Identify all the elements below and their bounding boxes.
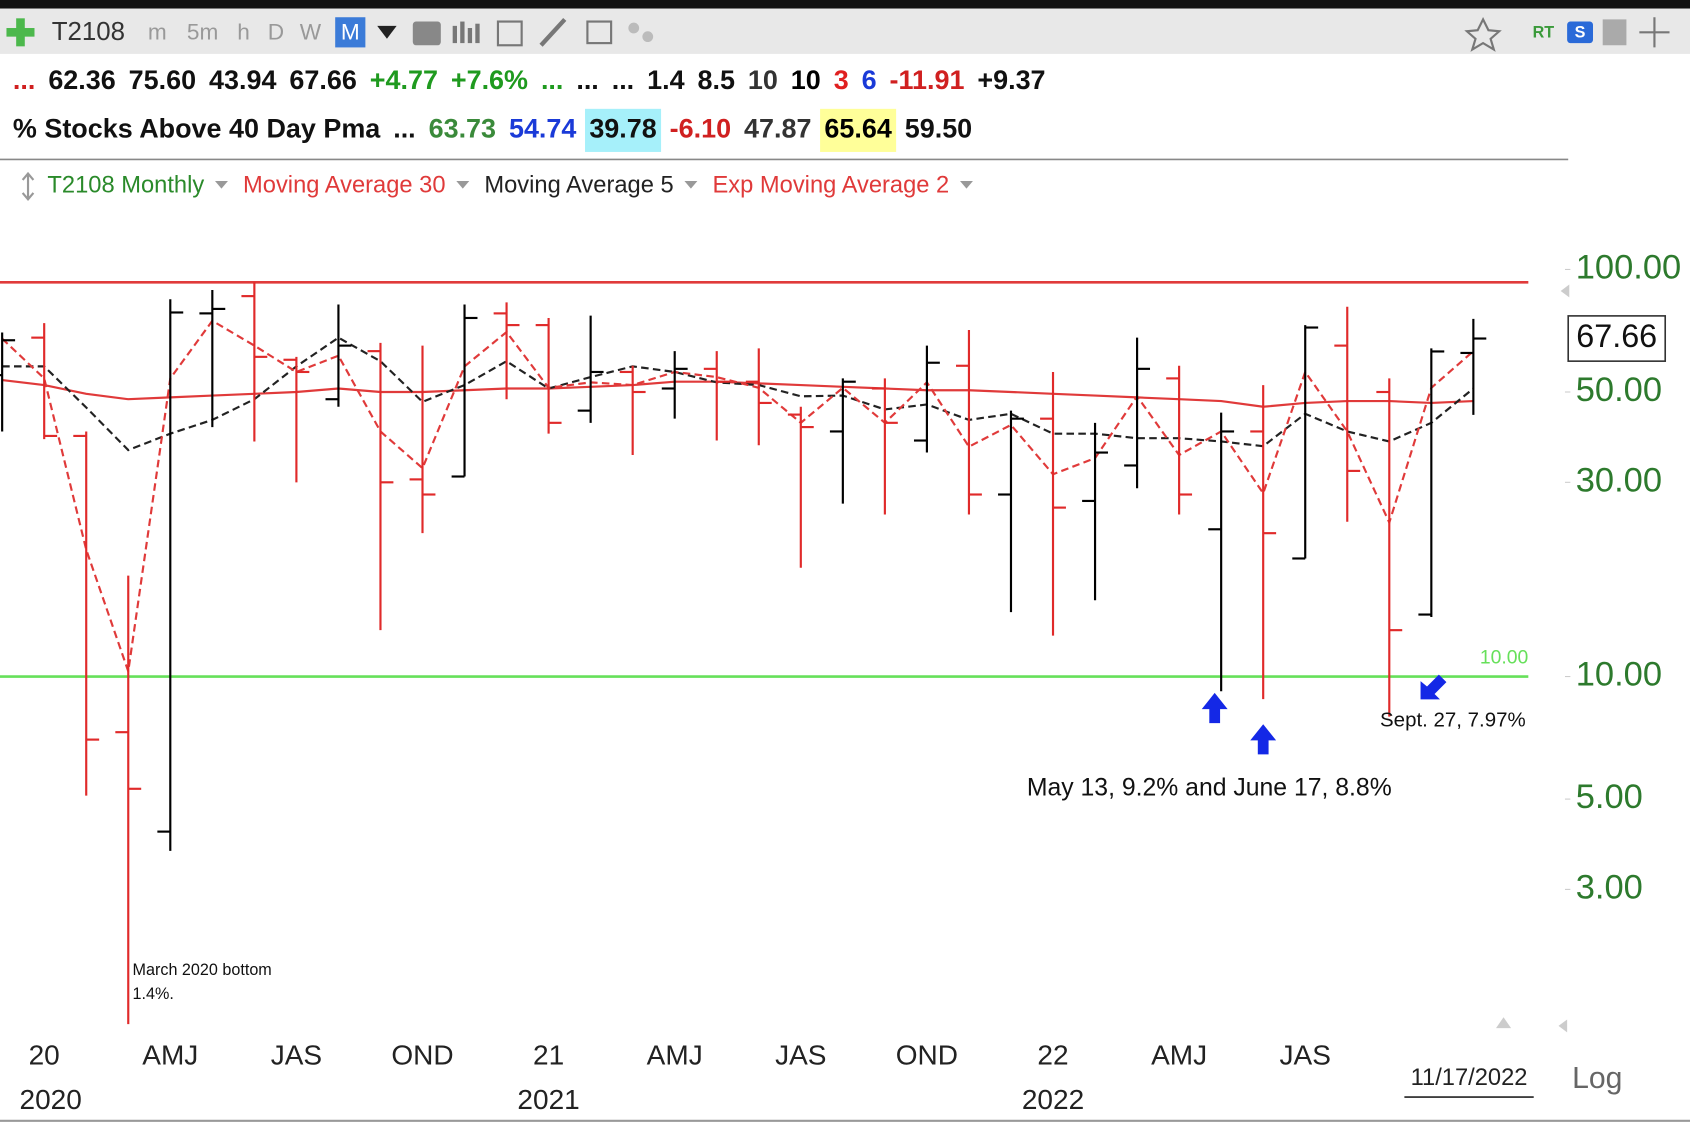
reference-label: 10.00 — [1480, 646, 1529, 668]
x-year-label: 2022 — [1022, 1084, 1084, 1115]
x-tick-label: AMJ — [142, 1040, 198, 1071]
quote-value: 65.64 — [824, 114, 891, 144]
legend-entry[interactable]: Moving Average 5 — [484, 173, 673, 199]
quote-value: ... — [612, 65, 634, 95]
legend-entry[interactable]: T2108 Monthly — [47, 173, 204, 199]
interval-button[interactable]: D — [268, 19, 284, 44]
x-tick-label: AMJ — [647, 1040, 703, 1071]
x-tick-label: JAS — [775, 1040, 826, 1071]
quote-value: 62.36 — [48, 65, 115, 95]
date-label: 11/17/2022 — [1411, 1065, 1528, 1091]
quote-value: 63.73 — [429, 114, 496, 144]
y-tick-label: 5.00 — [1576, 778, 1643, 816]
annotation: 1.4%. — [133, 985, 174, 1003]
top-strip — [0, 0, 1690, 9]
interval-button[interactable]: M — [341, 19, 360, 44]
last-price: 67.66 — [1576, 318, 1657, 354]
y-tick-label: 10.00 — [1576, 656, 1662, 694]
x-tick-label: OND — [391, 1040, 453, 1071]
quote-value: 3 — [834, 65, 849, 95]
legend-dropdown[interactable] — [960, 181, 973, 189]
legend-dropdown[interactable] — [456, 181, 470, 189]
quote-value: % Stocks Above 40 Day Pma — [13, 114, 381, 144]
interval-button[interactable]: m — [148, 19, 167, 44]
interval-button[interactable]: 5m — [187, 19, 218, 44]
quote-value: 8.5 — [698, 65, 735, 95]
quote-value: +7.6% — [451, 65, 528, 95]
interval-button[interactable]: h — [237, 19, 250, 44]
annotation: May 13, 9.2% and June 17, 8.8% — [1027, 774, 1392, 801]
quote-value: 10 — [748, 65, 778, 95]
quote-value: ... — [576, 65, 598, 95]
x-tick-label: AMJ — [1151, 1040, 1207, 1071]
add-icon[interactable] — [6, 18, 35, 47]
y-tick-label: 3.00 — [1576, 869, 1643, 907]
x-year-label: 2020 — [19, 1084, 81, 1115]
quote-highlight — [820, 108, 897, 152]
drag-handle[interactable] — [21, 171, 35, 202]
quote-highlight — [585, 108, 662, 152]
quote-value: 10 — [791, 65, 821, 95]
quote-value: ... — [393, 114, 415, 144]
badge-bg — [1567, 21, 1593, 44]
symbol[interactable]: T2108 — [52, 18, 125, 46]
quote-value: 67.66 — [289, 65, 356, 95]
quote-value: 39.78 — [589, 114, 656, 144]
y-tick-label: 100.00 — [1576, 249, 1681, 287]
quote-value: 59.50 — [905, 114, 972, 144]
x-tick-label: JAS — [271, 1040, 322, 1071]
moving-average-line — [1, 319, 1475, 672]
quote-value: 54.74 — [509, 114, 576, 144]
toolbar-icons[interactable] — [377, 16, 1670, 52]
x-year-label: 2021 — [517, 1084, 579, 1115]
scale-toggle[interactable]: Log — [1572, 1062, 1622, 1095]
moving-average-line — [2, 336, 1475, 452]
annotation: Sept. 27, 7.97% — [1380, 708, 1526, 731]
quote-value: 75.60 — [129, 65, 196, 95]
quote-value: ... — [541, 65, 563, 95]
annotation-arrows — [1201, 674, 1447, 755]
interval-button[interactable]: W — [300, 19, 322, 44]
quote-value: +4.77 — [370, 65, 438, 95]
x-tick-label: JAS — [1280, 1040, 1331, 1071]
legend-entry[interactable]: Exp Moving Average 2 — [712, 173, 949, 199]
y-tick-label: 30.00 — [1576, 461, 1662, 499]
quote-value: +9.37 — [977, 65, 1045, 95]
legend-entry[interactable]: Moving Average 30 — [243, 173, 446, 199]
x-tick-label: 21 — [533, 1040, 564, 1071]
x-tick-label: OND — [896, 1040, 958, 1071]
quote-value: 1.4 — [647, 65, 684, 95]
x-tick-label: 20 — [29, 1040, 60, 1071]
x-tick-label: 22 — [1037, 1040, 1068, 1071]
quote-value: 6 — [862, 65, 877, 95]
last-price-box — [1567, 315, 1667, 362]
legend-dropdown[interactable] — [684, 181, 698, 189]
y-tick-label: 50.00 — [1576, 371, 1662, 409]
quote-value: -6.10 — [670, 114, 731, 144]
annotation: March 2020 bottom — [133, 961, 272, 979]
quote-value: 43.94 — [209, 65, 276, 95]
quote-value: -11.91 — [890, 65, 965, 95]
badge[interactable]: S — [1575, 24, 1586, 42]
quote-value: 47.87 — [744, 114, 811, 144]
toolbar — [0, 8, 1690, 54]
moving-average-line — [2, 378, 1474, 408]
legend-dropdown[interactable] — [215, 181, 228, 189]
selected-interval-bg — [335, 17, 366, 48]
badge[interactable]: RT — [1533, 24, 1555, 42]
quote-value: ... — [13, 65, 35, 95]
